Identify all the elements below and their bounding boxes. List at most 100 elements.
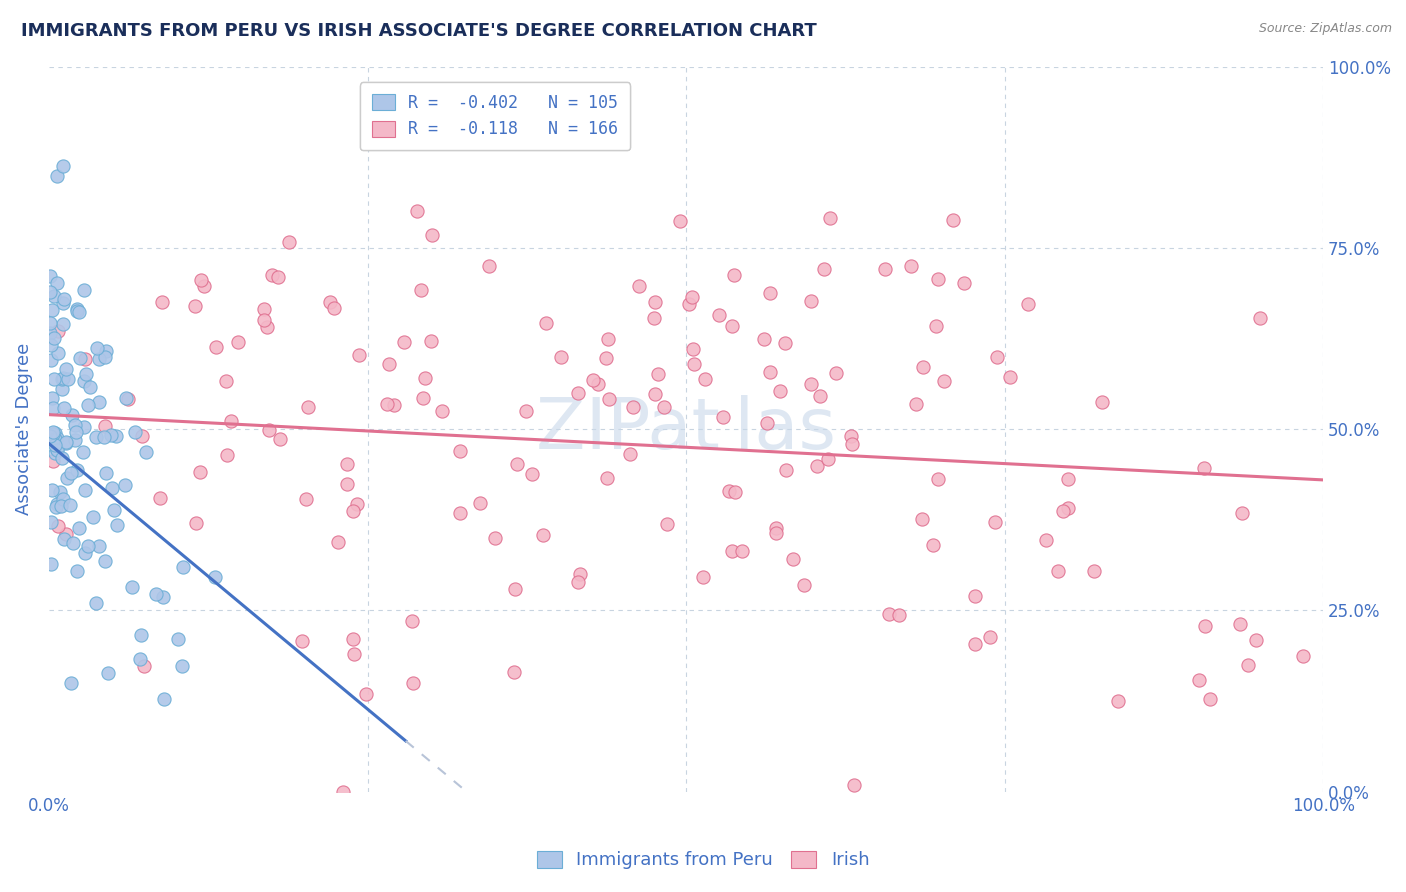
Point xyxy=(1017,297,1039,311)
Point xyxy=(468,496,491,510)
Point xyxy=(297,400,319,414)
Point xyxy=(531,528,554,542)
Point xyxy=(94,350,117,364)
Point xyxy=(567,575,589,590)
Point xyxy=(765,521,787,535)
Point xyxy=(1035,533,1057,548)
Point xyxy=(59,499,82,513)
Point xyxy=(153,692,176,706)
Point xyxy=(44,432,66,446)
Point xyxy=(46,497,69,511)
Point xyxy=(62,536,84,550)
Point xyxy=(53,533,76,547)
Point xyxy=(723,268,745,282)
Point xyxy=(596,332,619,346)
Point xyxy=(129,651,152,665)
Point xyxy=(55,361,77,376)
Point xyxy=(221,414,243,428)
Point xyxy=(51,450,73,465)
Point xyxy=(103,503,125,517)
Point xyxy=(965,590,987,604)
Point xyxy=(145,587,167,601)
Point xyxy=(319,294,342,309)
Point xyxy=(39,558,62,572)
Point xyxy=(66,463,89,477)
Point xyxy=(67,305,90,319)
Point xyxy=(1249,311,1271,326)
Point xyxy=(430,404,453,418)
Legend: Immigrants from Peru, Irish: Immigrants from Peru, Irish xyxy=(527,842,879,879)
Point xyxy=(586,377,609,392)
Point xyxy=(621,400,644,414)
Point xyxy=(1244,633,1267,648)
Point xyxy=(711,410,734,425)
Point xyxy=(44,446,66,460)
Point xyxy=(172,560,194,574)
Point xyxy=(336,476,359,491)
Legend: R =  -0.402   N = 105, R =  -0.118   N = 166: R = -0.402 N = 105, R = -0.118 N = 166 xyxy=(360,82,630,150)
Point xyxy=(1107,694,1129,708)
Point xyxy=(503,582,526,596)
Point xyxy=(76,398,98,412)
Point xyxy=(911,359,934,374)
Point xyxy=(132,659,155,673)
Point xyxy=(55,436,77,450)
Point xyxy=(259,424,281,438)
Point xyxy=(63,433,86,447)
Point xyxy=(328,535,350,549)
Point xyxy=(101,481,124,495)
Point xyxy=(73,546,96,560)
Point xyxy=(627,279,650,293)
Point xyxy=(382,398,405,412)
Point xyxy=(647,367,669,381)
Point xyxy=(904,397,927,411)
Point xyxy=(808,389,831,403)
Point xyxy=(342,632,364,646)
Point xyxy=(681,290,703,304)
Point xyxy=(841,429,863,443)
Point xyxy=(402,675,425,690)
Point xyxy=(49,485,72,500)
Point xyxy=(806,459,828,474)
Point xyxy=(295,492,318,507)
Point xyxy=(655,516,678,531)
Point xyxy=(55,434,77,449)
Point xyxy=(73,283,96,297)
Point xyxy=(66,564,89,578)
Point xyxy=(707,308,730,322)
Point xyxy=(506,457,529,471)
Point xyxy=(342,647,364,661)
Point xyxy=(60,467,83,481)
Point xyxy=(1230,507,1253,521)
Point xyxy=(45,500,67,515)
Point xyxy=(378,357,401,371)
Point xyxy=(942,213,965,227)
Y-axis label: Associate's Degree: Associate's Degree xyxy=(15,343,32,516)
Point xyxy=(84,430,107,444)
Point xyxy=(1237,658,1260,673)
Point xyxy=(44,438,66,452)
Point xyxy=(39,429,62,443)
Point xyxy=(52,317,75,331)
Point xyxy=(60,408,83,422)
Point xyxy=(887,607,910,622)
Point xyxy=(718,484,741,499)
Point xyxy=(755,416,778,430)
Point xyxy=(759,286,782,301)
Point xyxy=(97,666,120,681)
Point xyxy=(129,628,152,642)
Point xyxy=(484,532,506,546)
Point xyxy=(52,370,75,384)
Point xyxy=(724,484,747,499)
Point xyxy=(643,311,665,326)
Point xyxy=(477,89,499,103)
Point xyxy=(46,324,69,338)
Point xyxy=(800,294,823,309)
Point xyxy=(51,372,73,386)
Point xyxy=(172,659,194,673)
Point xyxy=(42,426,65,441)
Point xyxy=(900,259,922,273)
Point xyxy=(115,391,138,405)
Point xyxy=(644,295,666,310)
Point xyxy=(39,269,62,284)
